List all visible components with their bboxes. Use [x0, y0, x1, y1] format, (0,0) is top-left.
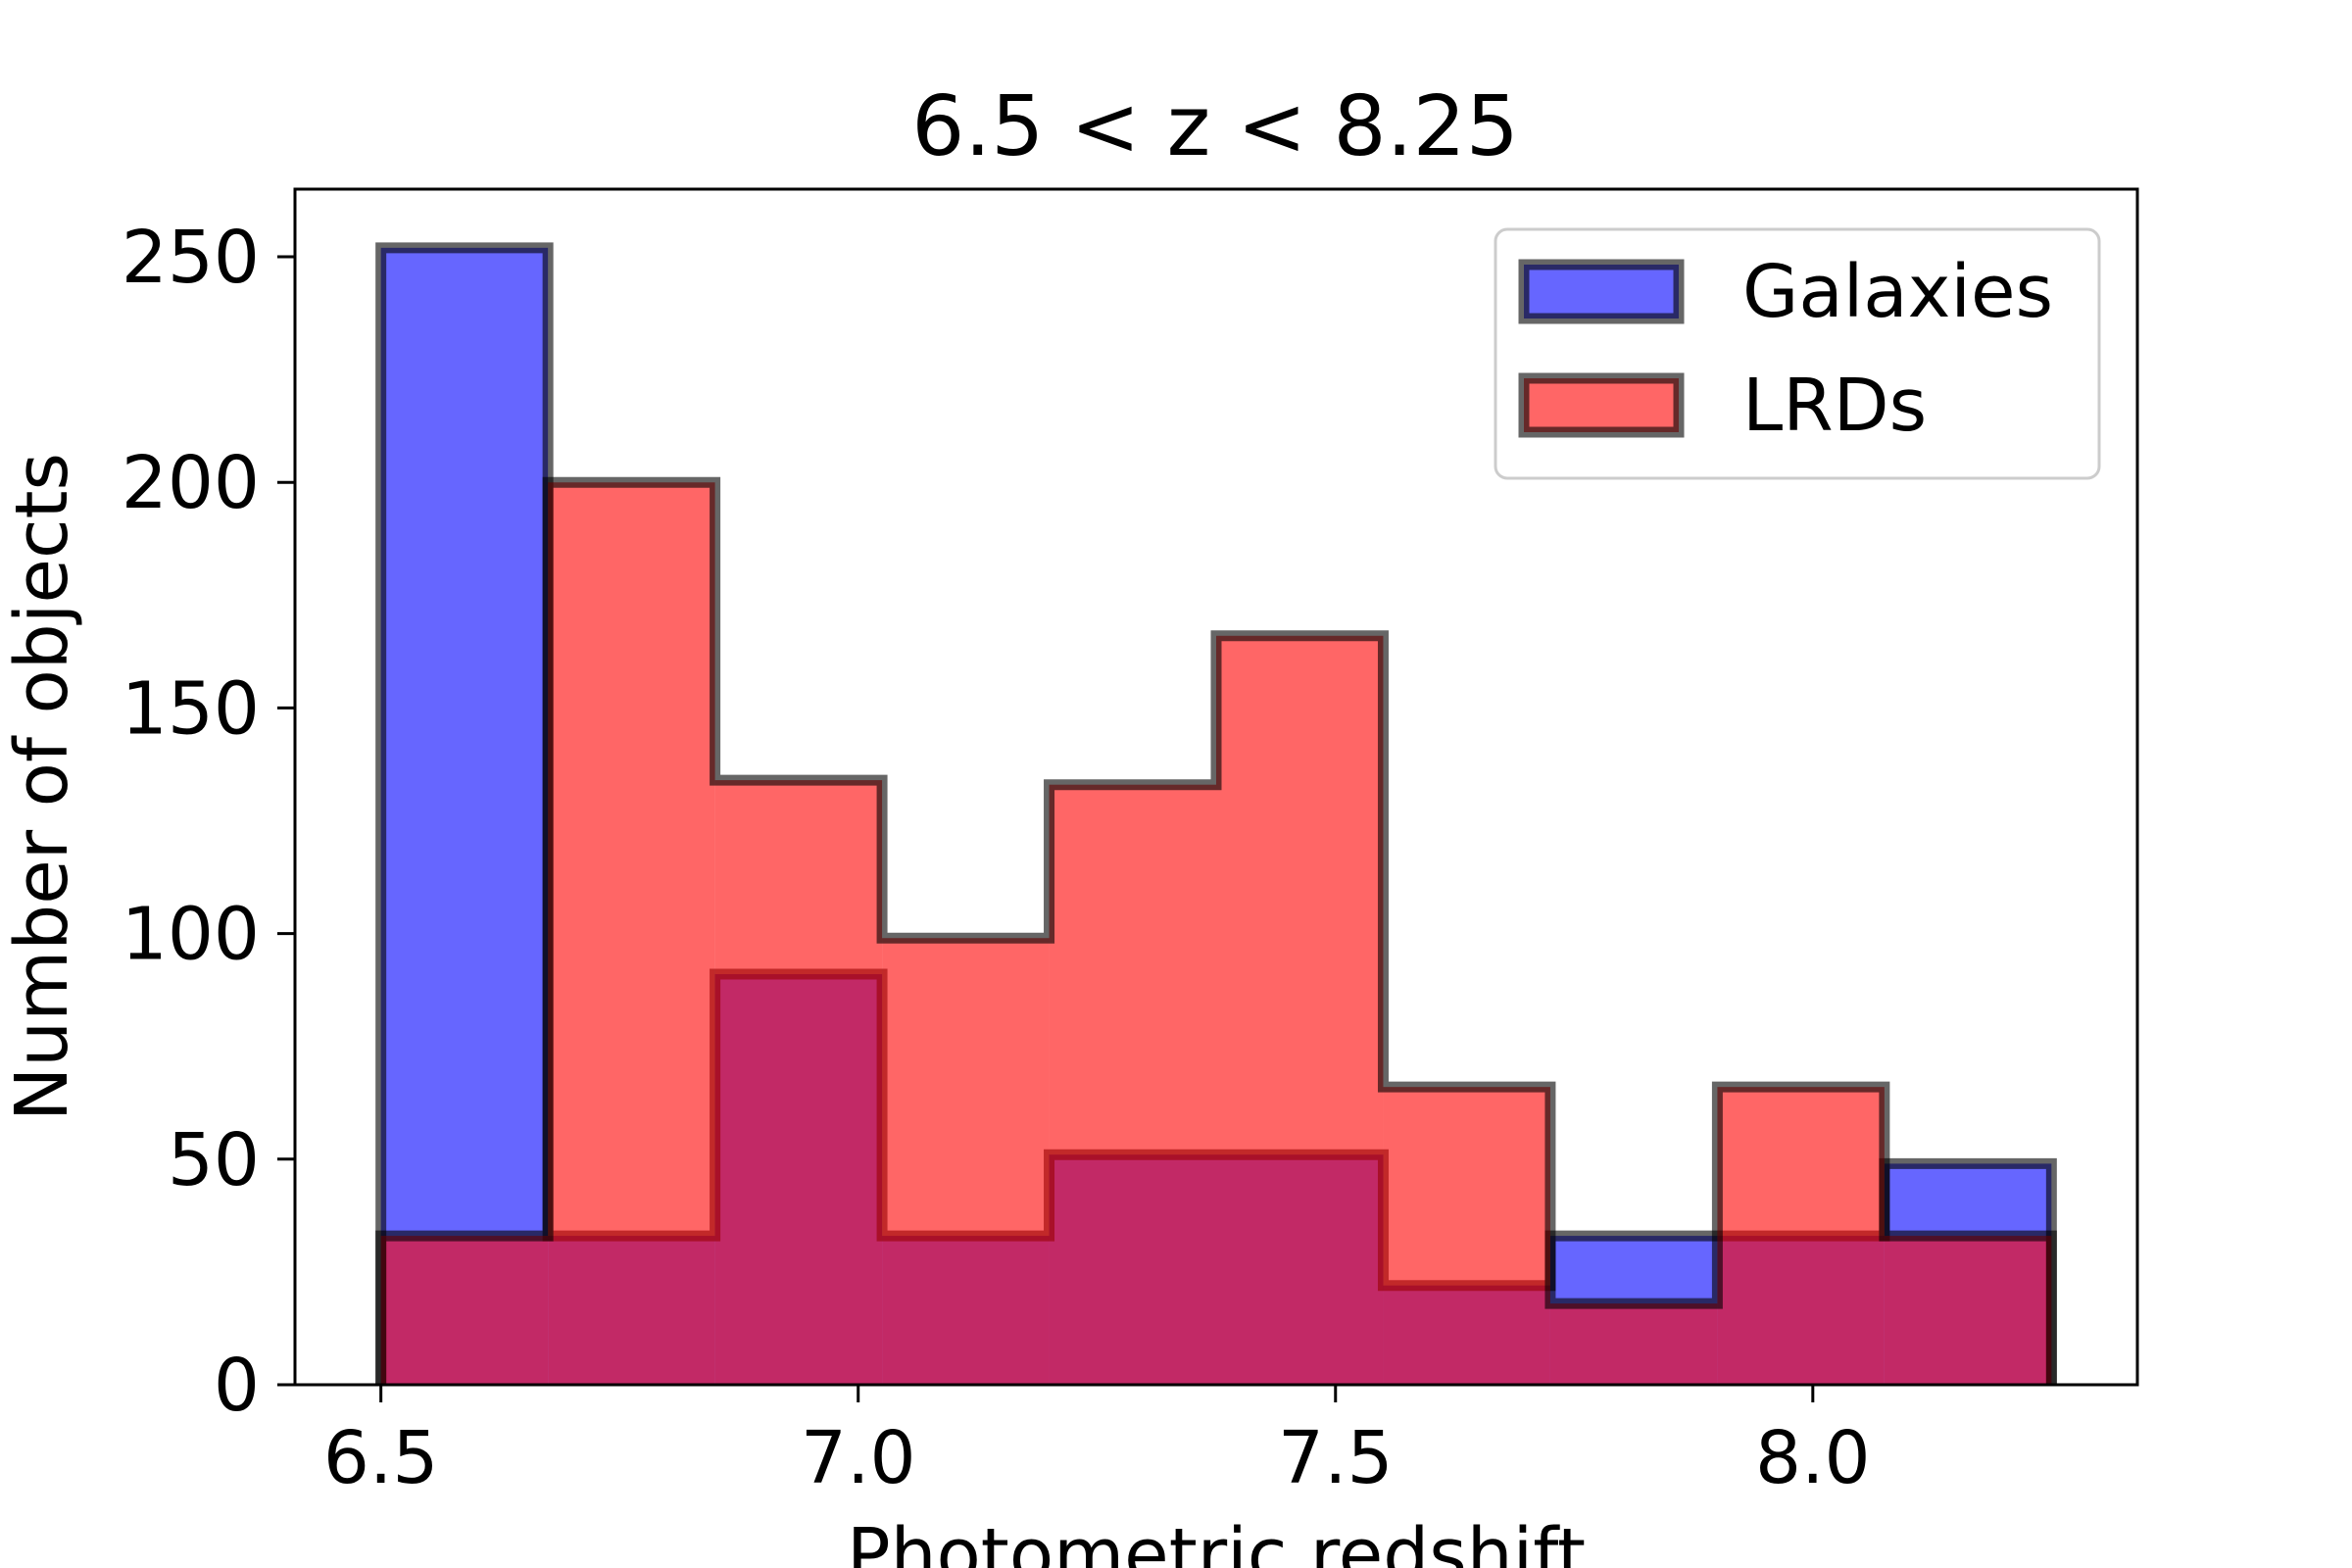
legend-label-lrds: LRDs [1742, 364, 1927, 448]
y-axis: 0 50 100 150 200 250 [122, 216, 295, 1428]
y-tick-label-4: 200 [122, 441, 260, 525]
legend: Galaxies LRDs [1494, 227, 2101, 480]
bar-lrds-9 [1884, 1236, 2052, 1385]
bar-lrds-7 [1549, 1303, 1718, 1385]
x-tick-label-0: 6.5 [323, 1416, 439, 1500]
legend-swatch-galaxies [1518, 259, 1685, 324]
x-tick-label-3: 8.0 [1755, 1416, 1871, 1500]
y-axis-label: Number of objects [0, 453, 84, 1121]
bar-lrds-6 [1383, 1087, 1550, 1385]
bar-lrds-0 [380, 1236, 549, 1385]
outline-lrds [375, 476, 2057, 1385]
legend-swatch-lrds [1518, 372, 1685, 438]
series-lrds [375, 476, 2057, 1386]
x-tick-label-1: 7.0 [801, 1416, 916, 1500]
chart-title: 6.5 < z < 8.25 [911, 78, 1519, 175]
y-tick-label-1: 50 [168, 1118, 260, 1202]
bar-lrds-4 [1049, 784, 1216, 1385]
bar-lrds-2 [714, 780, 883, 1385]
x-axis: 6.5 7.0 7.5 8.0 [323, 1385, 1871, 1500]
bar-lrds-5 [1216, 635, 1384, 1385]
y-tick-label-2: 100 [122, 893, 260, 977]
y-tick-label-0: 0 [214, 1344, 260, 1428]
x-axis-label: Photometric redshift [847, 1513, 1586, 1568]
bar-lrds-8 [1717, 1087, 1885, 1385]
plot-frame [293, 187, 2139, 1387]
x-tick-label-2: 7.5 [1278, 1416, 1394, 1500]
bar-lrds-3 [882, 938, 1050, 1385]
y-tick-label-3: 150 [122, 666, 260, 751]
bar-galaxies-0 [380, 247, 549, 1385]
bars-layer [375, 242, 2057, 1386]
legend-label-galaxies: Galaxies [1742, 250, 2053, 334]
bar-lrds-1 [548, 482, 715, 1386]
y-tick-label-5: 250 [122, 216, 260, 300]
